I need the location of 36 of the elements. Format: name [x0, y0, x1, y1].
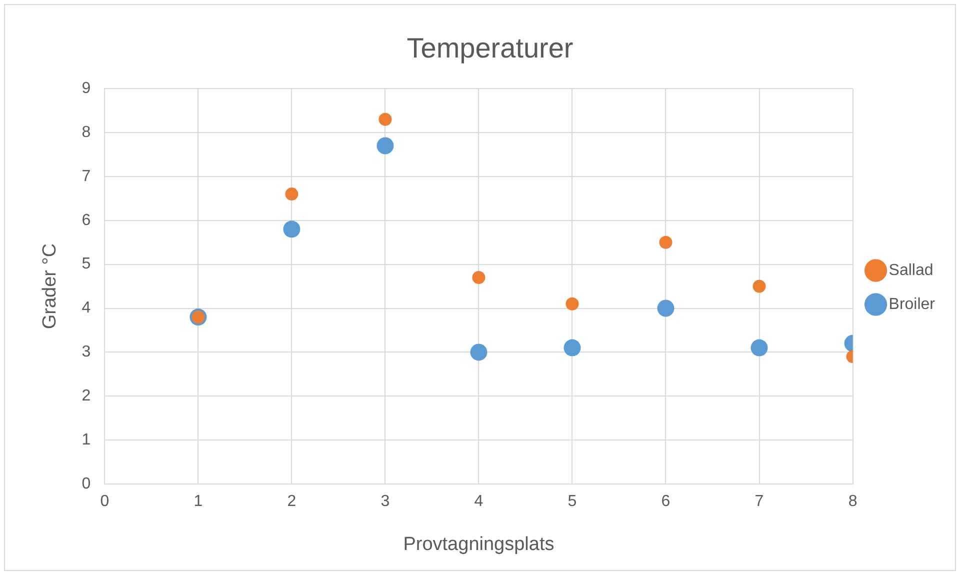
y-tick-label: 3 [82, 344, 91, 361]
point [470, 344, 488, 361]
x-tick-label: 4 [474, 493, 484, 510]
x-tick-label: 6 [661, 493, 670, 510]
point [472, 271, 486, 284]
point [564, 339, 581, 356]
y-axis-title: Grader °C [40, 243, 61, 330]
point [752, 280, 766, 293]
x-tick-label: 8 [848, 493, 858, 510]
y-tick-label: 6 [82, 212, 91, 229]
y-tick-label: 2 [82, 388, 91, 405]
point [750, 339, 768, 356]
y-tick-label: 0 [82, 475, 91, 492]
x-tick-label: 2 [287, 493, 296, 510]
x-tick-label: 7 [754, 493, 764, 510]
x-tick-label: 0 [100, 493, 110, 510]
y-tick-label: 5 [82, 256, 91, 273]
point [285, 188, 298, 201]
y-tick-label: 1 [82, 431, 91, 448]
point [283, 220, 300, 238]
point [659, 236, 672, 249]
x-tick-label: 5 [568, 493, 577, 510]
x-tick-label: 1 [194, 493, 203, 510]
point [376, 137, 394, 154]
point [657, 300, 674, 317]
x-tick-label: 3 [380, 493, 390, 510]
y-tick-label: 9 [82, 80, 91, 98]
y-tick-label: 8 [82, 124, 91, 141]
y-tick-label: 7 [82, 168, 91, 185]
chart-title: Temperaturer [406, 32, 574, 64]
x-axis-title: Provtagningsplats [403, 534, 554, 555]
legend-label: Sallad [888, 262, 934, 279]
y-tick-label: 4 [82, 300, 91, 317]
point [566, 297, 579, 310]
legend-label: Broiler [888, 296, 936, 313]
point [378, 112, 392, 126]
